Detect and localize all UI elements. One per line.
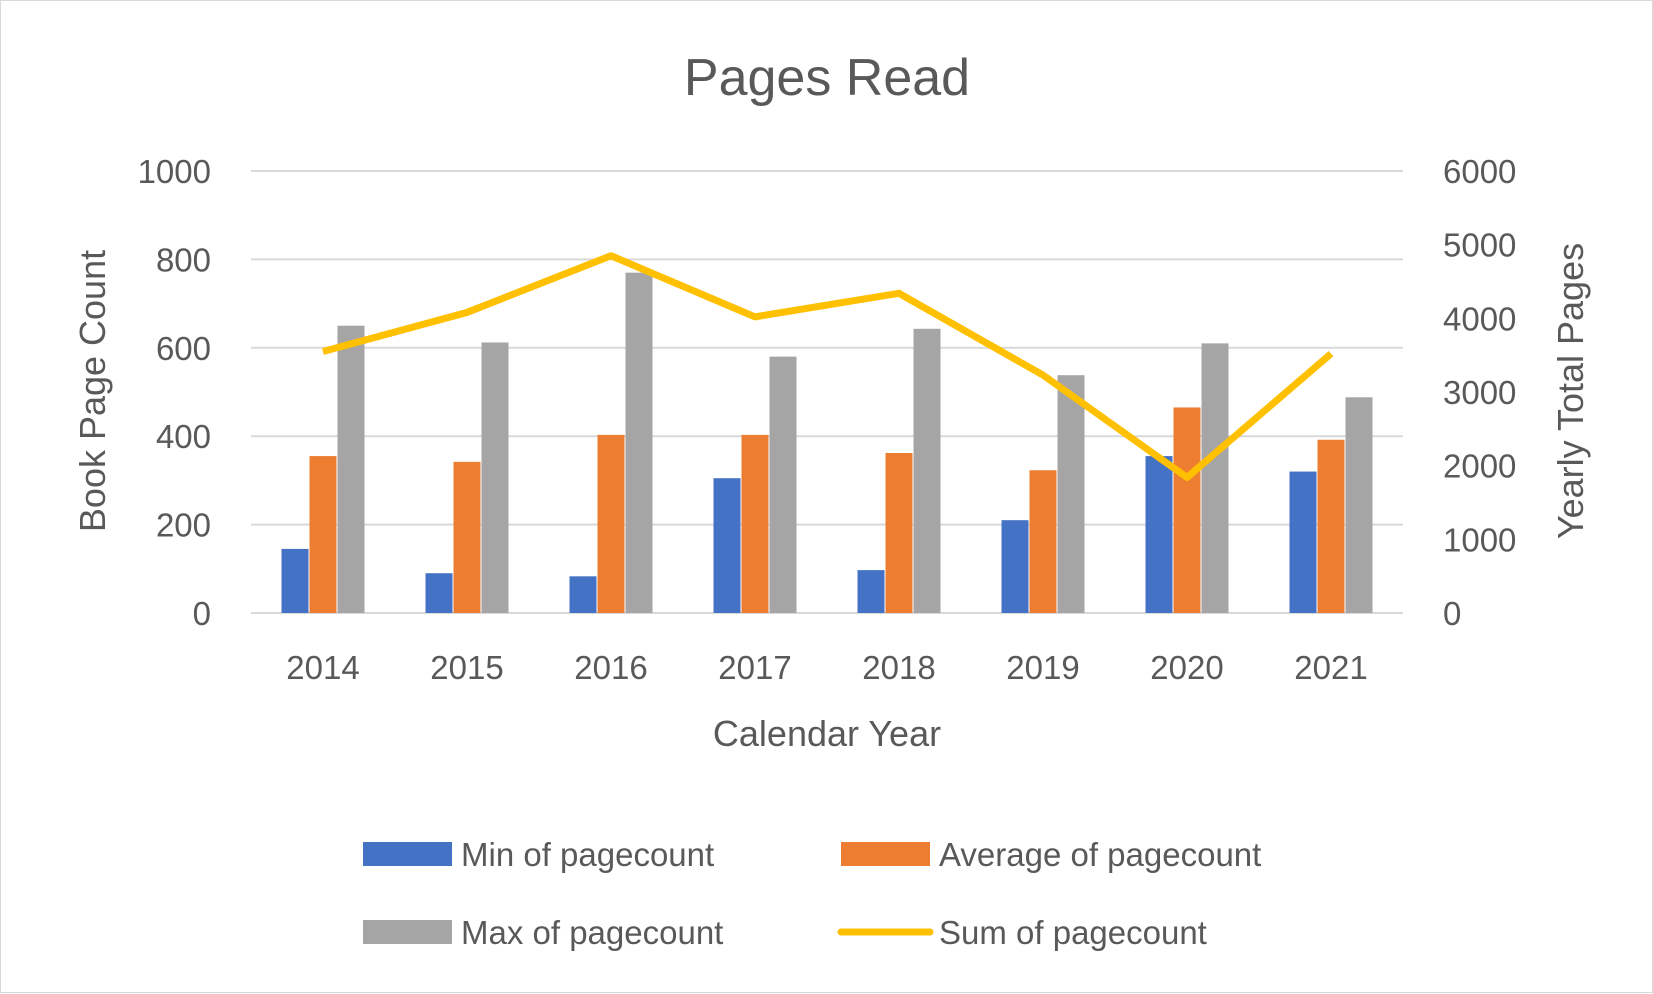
y2-axis-label: Yearly Total Pages — [1550, 243, 1591, 539]
bar — [281, 548, 309, 613]
legend-label: Sum of pagecount — [939, 914, 1207, 951]
chart-title: Pages Read — [684, 49, 970, 107]
x-tick-label: 2021 — [1294, 649, 1367, 686]
x-tick-label: 2019 — [1006, 649, 1079, 686]
x-tick-label: 2017 — [718, 649, 791, 686]
bar — [1001, 520, 1029, 613]
legend: Min of pagecount Average of pagecount Max … — [363, 836, 1261, 951]
legend-label: Min of pagecount — [461, 836, 714, 873]
y-tick-label: 400 — [156, 418, 211, 455]
y2-tick-label: 5000 — [1443, 227, 1516, 264]
left-axis-ticks: 0 200 400 600 800 1000 — [138, 153, 211, 632]
bar — [769, 356, 797, 613]
y2-tick-label: 3000 — [1443, 374, 1516, 411]
bar — [309, 456, 337, 613]
bar — [1057, 375, 1085, 613]
bar — [913, 328, 941, 613]
y-tick-label: 800 — [156, 241, 211, 278]
x-tick-label: 2018 — [862, 649, 935, 686]
y-tick-label: 600 — [156, 330, 211, 367]
y2-tick-label: 2000 — [1443, 448, 1516, 485]
bar — [453, 461, 481, 613]
bar — [1317, 439, 1345, 613]
legend-swatch — [841, 842, 930, 866]
bar — [337, 325, 365, 613]
right-axis-ticks: 0 1000 2000 3000 4000 5000 6000 — [1443, 153, 1516, 632]
bar — [1289, 471, 1317, 613]
bar — [713, 478, 741, 613]
bar — [857, 570, 885, 613]
bar — [597, 434, 625, 613]
bar — [1173, 407, 1201, 613]
legend-swatch — [363, 920, 452, 944]
legend-label: Average of pagecount — [939, 836, 1261, 873]
y2-tick-label: 1000 — [1443, 521, 1516, 558]
x-tick-label: 2020 — [1150, 649, 1223, 686]
series-line — [322, 252, 1334, 481]
bar — [741, 434, 769, 613]
y-tick-label: 1000 — [138, 153, 211, 190]
y2-tick-label: 6000 — [1443, 153, 1516, 190]
x-tick-label: 2014 — [286, 649, 359, 686]
bar — [481, 342, 509, 613]
legend-label: Max of pagecount — [461, 914, 723, 951]
y-tick-label: 0 — [193, 595, 211, 632]
x-axis-ticks: 2014 2015 2016 2017 2018 2019 2020 2021 — [286, 649, 1367, 686]
bar — [425, 573, 453, 613]
x-tick-label: 2015 — [430, 649, 503, 686]
y2-tick-label: 0 — [1443, 595, 1461, 632]
x-tick-label: 2016 — [574, 649, 647, 686]
bar — [569, 576, 597, 613]
bar — [625, 272, 653, 613]
y-tick-label: 200 — [156, 507, 211, 544]
bar — [1201, 343, 1229, 613]
bar — [885, 452, 913, 613]
y2-tick-label: 4000 — [1443, 300, 1516, 337]
gridlines — [251, 170, 1403, 614]
bar — [1145, 456, 1173, 613]
legend-swatch — [363, 842, 452, 866]
sum-line — [322, 252, 1334, 481]
x-axis-label: Calendar Year — [713, 713, 941, 754]
bar — [1029, 470, 1057, 613]
y-axis-label: Book Page Count — [72, 250, 113, 532]
bar — [1345, 397, 1373, 613]
bars — [281, 272, 1373, 613]
